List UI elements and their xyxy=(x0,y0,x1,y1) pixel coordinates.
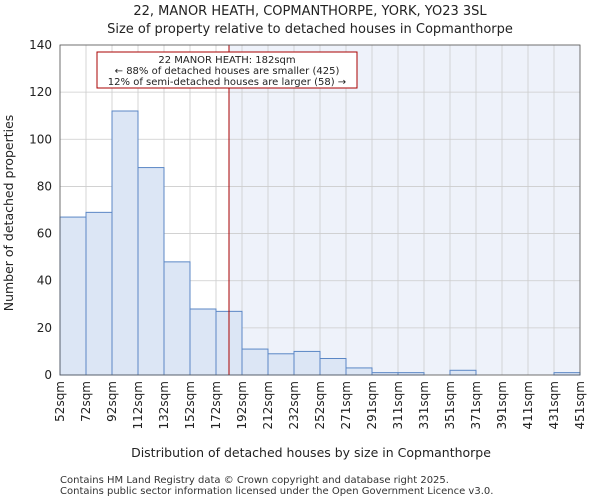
bar xyxy=(59,216,87,376)
bar xyxy=(345,367,373,376)
x-tick-label: 92sqm xyxy=(105,381,119,422)
plot-area: 0 20 40 60 80 100 120 140 52sqm 72sqm 92sqm 112sqm 1… xyxy=(29,38,587,429)
y-tick-label: 140 xyxy=(29,38,52,52)
bar xyxy=(293,350,321,376)
y-tick-label: 120 xyxy=(29,85,52,99)
bar xyxy=(267,353,295,376)
y-tick-label: 40 xyxy=(37,274,52,288)
plot-frame xyxy=(59,44,581,376)
chart-title: 22, MANOR HEATH, COPMANTHORPE, YORK, YO2… xyxy=(133,4,487,19)
x-tick-label: 451sqm xyxy=(573,381,587,429)
y-tick-label: 100 xyxy=(29,132,52,146)
bar xyxy=(85,211,113,376)
x-tick-label: 152sqm xyxy=(183,381,197,429)
bar xyxy=(163,261,191,376)
x-tick-label: 331sqm xyxy=(417,381,431,429)
bar xyxy=(241,348,269,376)
annotation-frame xyxy=(96,51,358,89)
x-tick-label: 232sqm xyxy=(287,381,301,429)
bar xyxy=(319,358,347,376)
x-tick-label: 291sqm xyxy=(365,381,379,429)
bar xyxy=(449,369,477,376)
y-tick-label: 0 xyxy=(44,368,52,382)
footer-line-2: Contains public sector information licen… xyxy=(60,486,493,497)
footer-line-1: Contains HM Land Registry data © Crown c… xyxy=(60,475,449,486)
y-tick-label: 20 xyxy=(37,321,52,335)
shaded-region xyxy=(229,45,580,375)
x-tick-label: 252sqm xyxy=(313,381,327,429)
x-axis-label: Distribution of detached houses by size … xyxy=(131,445,491,460)
x-tick-label: 52sqm xyxy=(53,381,67,422)
x-tick-label: 391sqm xyxy=(495,381,509,429)
x-tick-label: 351sqm xyxy=(443,381,457,429)
bar xyxy=(111,110,139,376)
x-tick-label: 311sqm xyxy=(391,381,405,429)
x-tick-label: 112sqm xyxy=(131,381,145,429)
x-tick-label: 192sqm xyxy=(235,381,249,429)
x-tick-label: 172sqm xyxy=(209,381,223,429)
y-axis-label: Number of detached properties xyxy=(1,115,16,312)
chart-subtitle: Size of property relative to detached ho… xyxy=(107,22,513,37)
x-tick-label: 132sqm xyxy=(157,381,171,429)
annotation-line-2: ← 88% of detached houses are smaller (42… xyxy=(115,66,340,77)
x-tick-label: 431sqm xyxy=(547,381,561,429)
x-tick-label: 72sqm xyxy=(79,381,93,422)
annotation-box: 22 MANOR HEATH: 182sqm ← 88% of detached… xyxy=(96,51,358,89)
x-tick-label: 271sqm xyxy=(339,381,353,429)
x-tick-label: 371sqm xyxy=(469,381,483,429)
y-tick-label: 80 xyxy=(37,179,52,193)
annotation-line-3: 12% of semi-detached houses are larger (… xyxy=(108,77,346,88)
annotation-line-1: 22 MANOR HEATH: 182sqm xyxy=(158,55,295,66)
bar xyxy=(189,308,217,376)
y-tick-label: 60 xyxy=(37,227,52,241)
x-tick-label: 212sqm xyxy=(261,381,275,429)
bar xyxy=(137,167,165,376)
x-tick-label: 411sqm xyxy=(521,381,535,429)
